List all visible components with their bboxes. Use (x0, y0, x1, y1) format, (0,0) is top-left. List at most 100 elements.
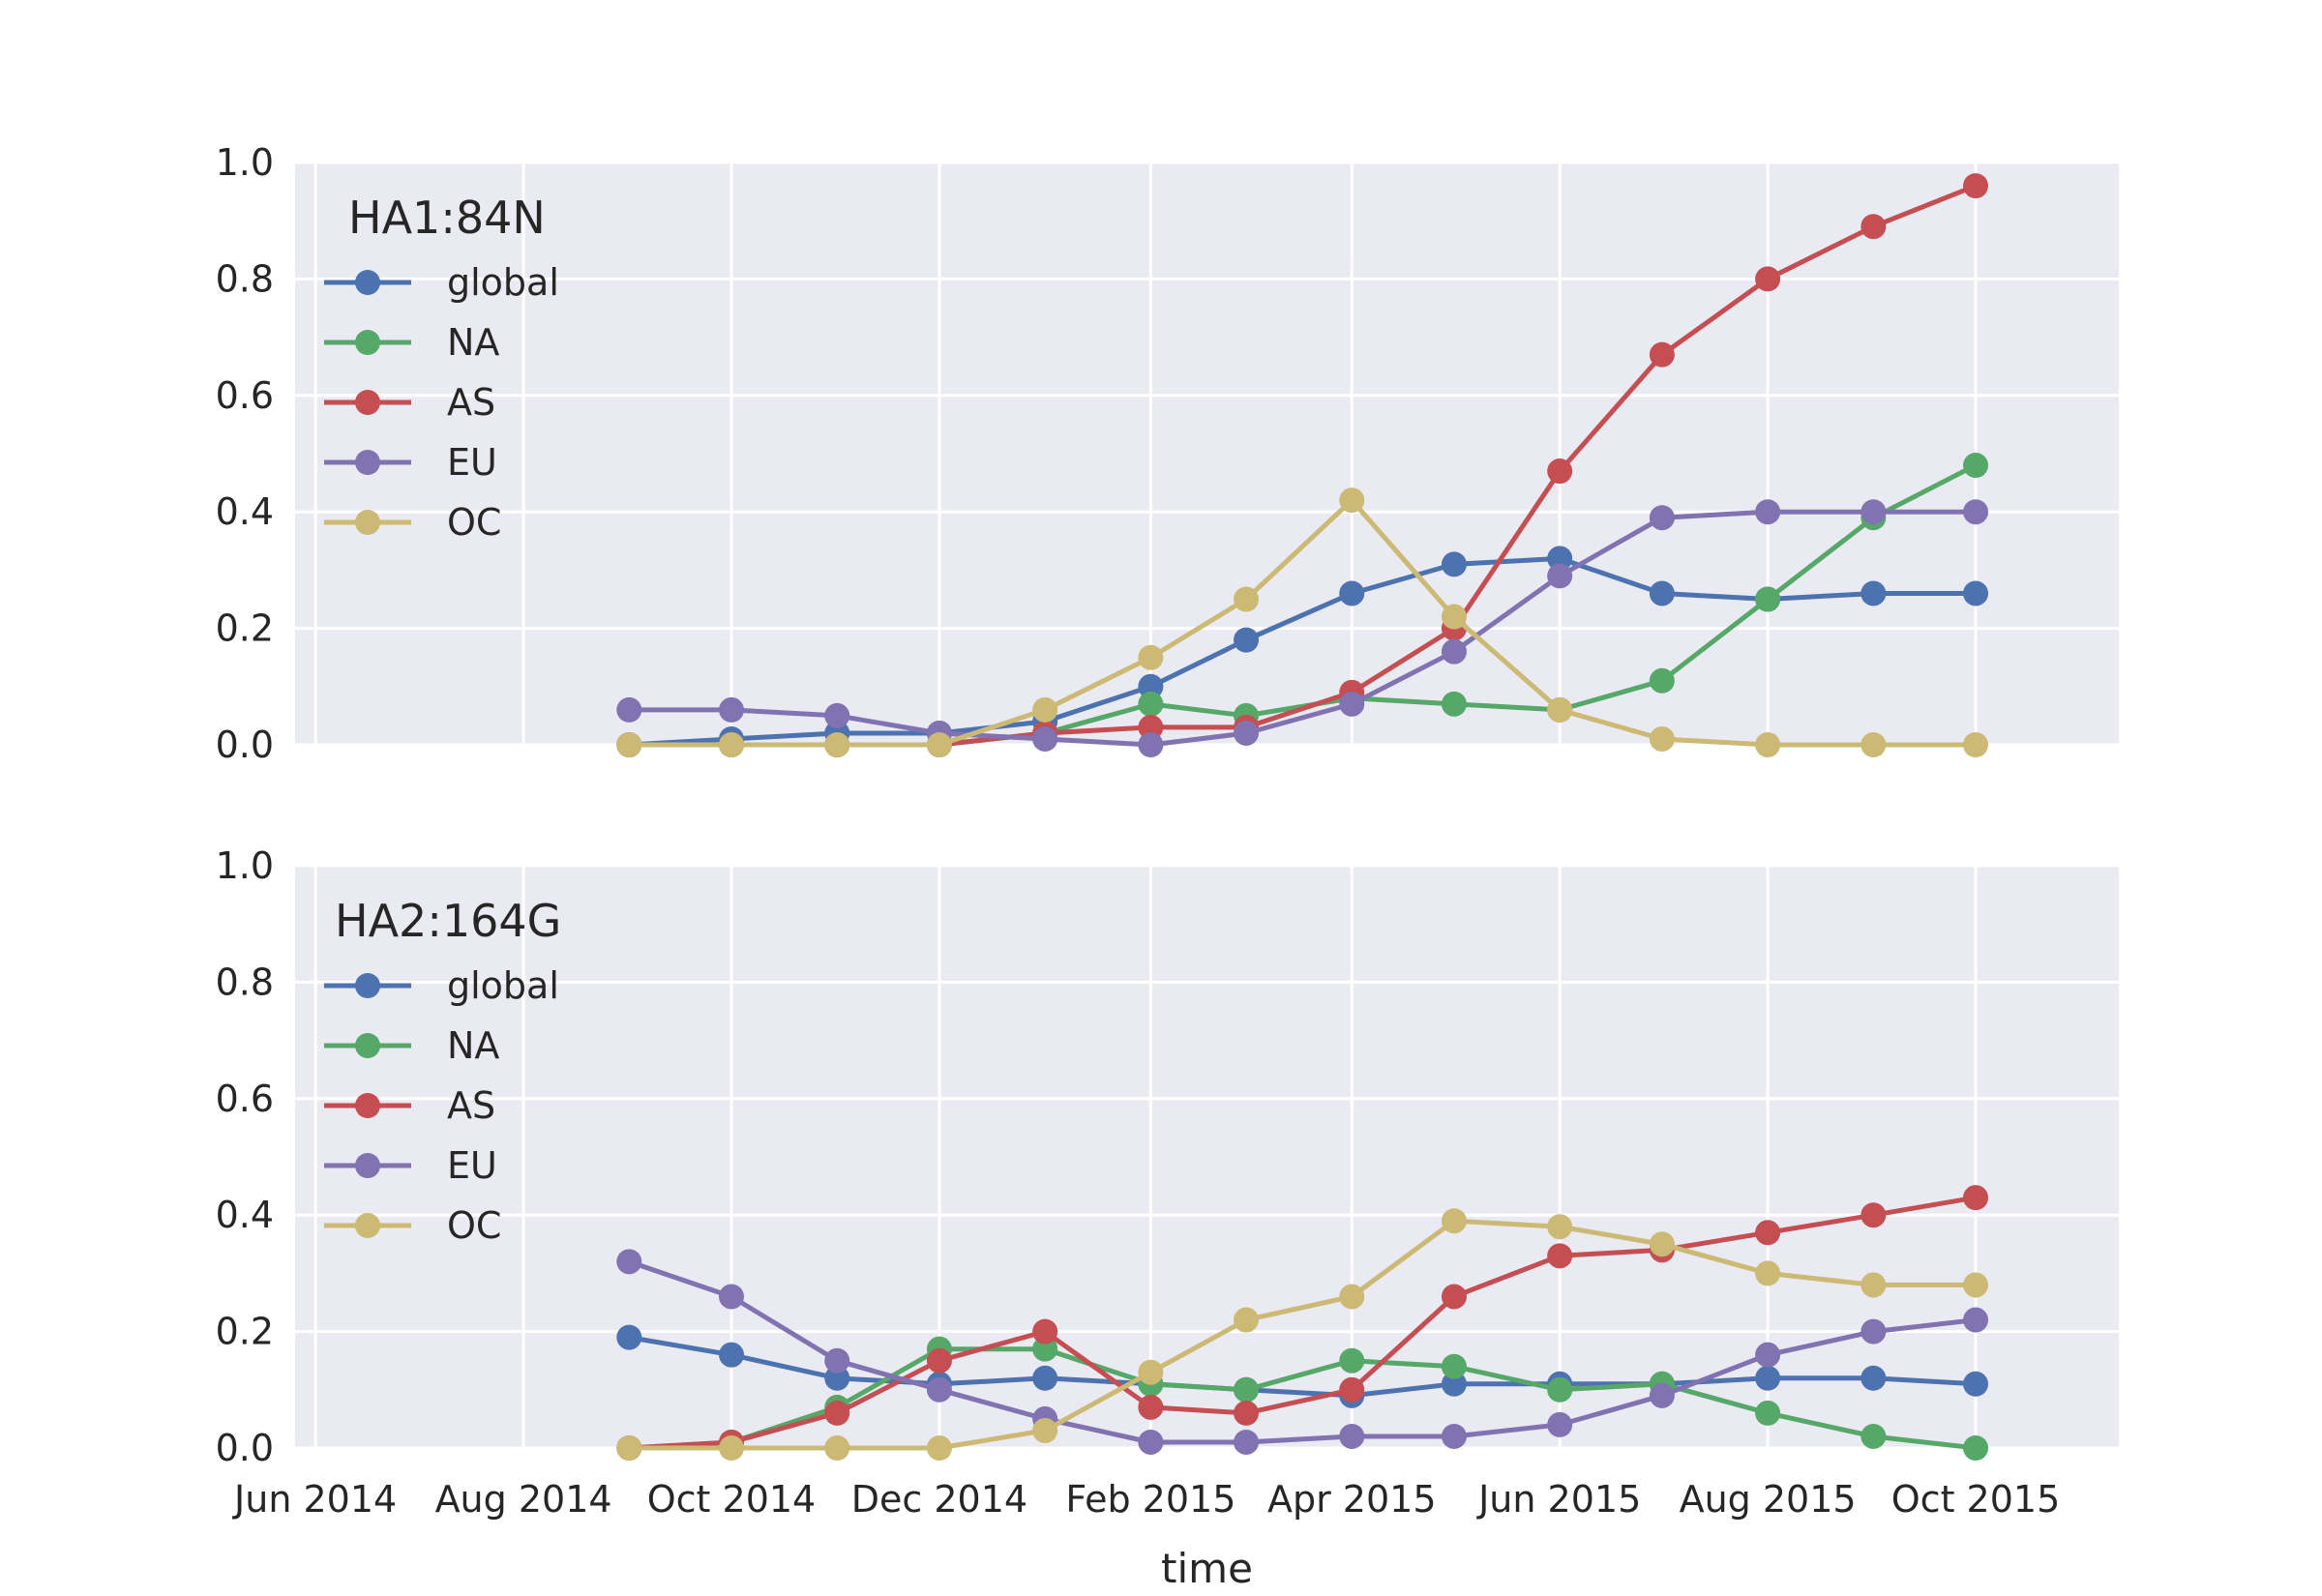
data-point-as (1547, 1243, 1573, 1269)
data-point-as (1441, 1284, 1467, 1310)
data-point-as (824, 1400, 850, 1426)
data-point-global (1138, 673, 1164, 699)
legend-item-as: AS (324, 381, 495, 424)
data-point-na (1755, 1400, 1781, 1426)
legend-label: EU (447, 1144, 497, 1187)
y-tick-label: 0.4 (216, 1194, 274, 1236)
x-tick-label: Dec 2014 (851, 1478, 1027, 1521)
panel-ha1-84n: 0.0 0.2 0.4 0.6 0.8 1.0 HA1:84N global NA AS EU OC (216, 141, 2119, 766)
data-point-eu (1234, 1429, 1260, 1455)
x-tick-label: Jun 2015 (1476, 1478, 1641, 1521)
legend-label: NA (447, 321, 499, 364)
series-line-na (626, 1346, 1979, 1451)
data-point-global (1861, 580, 1887, 606)
legend-item-global: global (324, 261, 559, 304)
data-point-global (1547, 546, 1573, 572)
data-point-eu (1339, 691, 1365, 717)
legend: HA1:84N global NA AS EU OC (324, 192, 559, 544)
data-point-eu (1138, 1429, 1164, 1455)
x-axis-label: time (1161, 1545, 1253, 1592)
y-tick-label: 0.8 (216, 257, 274, 300)
legend: HA2:164G global NA AS EU OC (324, 895, 561, 1247)
legend-label: NA (447, 1024, 499, 1067)
data-point-oc (1032, 1417, 1058, 1443)
data-point-eu (1755, 1342, 1781, 1368)
data-point-oc (1441, 1208, 1467, 1234)
plot-area (295, 163, 2119, 745)
data-point-eu (824, 702, 850, 728)
x-tick-label: Aug 2015 (1680, 1478, 1857, 1521)
data-point-na (1441, 1353, 1467, 1379)
data-point-na (1138, 691, 1164, 717)
legend-marker (355, 1153, 380, 1178)
data-point-oc (1649, 1231, 1675, 1257)
legend-marker (355, 1213, 380, 1238)
data-point-oc (718, 732, 744, 757)
data-point-as (1755, 1220, 1781, 1246)
data-point-eu (1234, 720, 1260, 746)
legend-marker (355, 450, 380, 475)
data-point-eu (616, 1249, 642, 1275)
data-point-eu (1547, 563, 1573, 589)
legend-label: OC (447, 501, 501, 544)
series-eu (616, 1249, 1989, 1455)
data-point-as (1234, 1400, 1260, 1426)
y-tick-label: 0.2 (216, 1311, 274, 1353)
data-point-global (1963, 1371, 1989, 1397)
series-line-global (626, 555, 1979, 748)
data-point-eu (1441, 1423, 1467, 1449)
legend-item-oc: OC (324, 501, 501, 544)
legend-label: OC (447, 1204, 501, 1247)
data-point-oc (1234, 1307, 1260, 1333)
data-point-na (1861, 1423, 1887, 1449)
legend-item-global: global (324, 964, 559, 1007)
data-point-as (1138, 1394, 1164, 1420)
data-point-eu (1861, 1318, 1887, 1345)
data-point-eu (1963, 1307, 1989, 1333)
data-point-as (1339, 1376, 1365, 1403)
data-point-as (1963, 1185, 1989, 1211)
y-tick-label: 0.0 (216, 1427, 274, 1469)
legend-marker (355, 330, 380, 355)
series-eu (616, 499, 1989, 757)
legend-item-na: NA (324, 321, 499, 364)
data-point-na (1963, 453, 1989, 479)
data-point-global (1861, 1365, 1887, 1391)
x-tick-label: Oct 2015 (1891, 1478, 2061, 1521)
data-point-as (1138, 714, 1164, 740)
data-point-eu (1963, 499, 1989, 525)
series-line-eu (626, 509, 1979, 748)
y-tick-label: 0.6 (216, 1078, 274, 1120)
series-oc (616, 1208, 1989, 1461)
data-point-global (1963, 580, 1989, 606)
legend-marker (355, 270, 380, 295)
data-point-oc (1755, 732, 1781, 757)
data-point-global (1441, 1371, 1467, 1397)
data-point-eu (718, 696, 744, 723)
series-oc (616, 488, 1989, 757)
data-point-global (718, 1342, 744, 1368)
legend-item-eu: EU (324, 441, 497, 484)
data-point-oc (824, 1435, 850, 1461)
data-point-eu (1441, 638, 1467, 665)
data-point-global (1234, 627, 1260, 653)
legend-title: HA2:164G (335, 895, 561, 947)
data-point-na (1032, 1336, 1058, 1362)
data-point-oc (926, 1435, 952, 1461)
legend-marker (355, 1093, 380, 1118)
data-point-global (1441, 551, 1467, 577)
legend-item-na: NA (324, 1024, 499, 1067)
data-point-oc (1339, 488, 1365, 514)
data-point-oc (616, 732, 642, 757)
legend-marker (355, 510, 380, 535)
x-tick-label: Aug 2014 (435, 1478, 612, 1521)
data-point-oc (1547, 696, 1573, 723)
data-point-oc (1649, 725, 1675, 752)
data-point-oc (1547, 1214, 1573, 1240)
y-tick-label: 0.0 (216, 724, 274, 766)
legend-item-eu: EU (324, 1144, 497, 1187)
x-tick-label: Jun 2014 (232, 1478, 397, 1521)
data-point-na (1234, 1376, 1260, 1403)
legend-label: global (447, 261, 559, 304)
data-point-oc (718, 1435, 744, 1461)
